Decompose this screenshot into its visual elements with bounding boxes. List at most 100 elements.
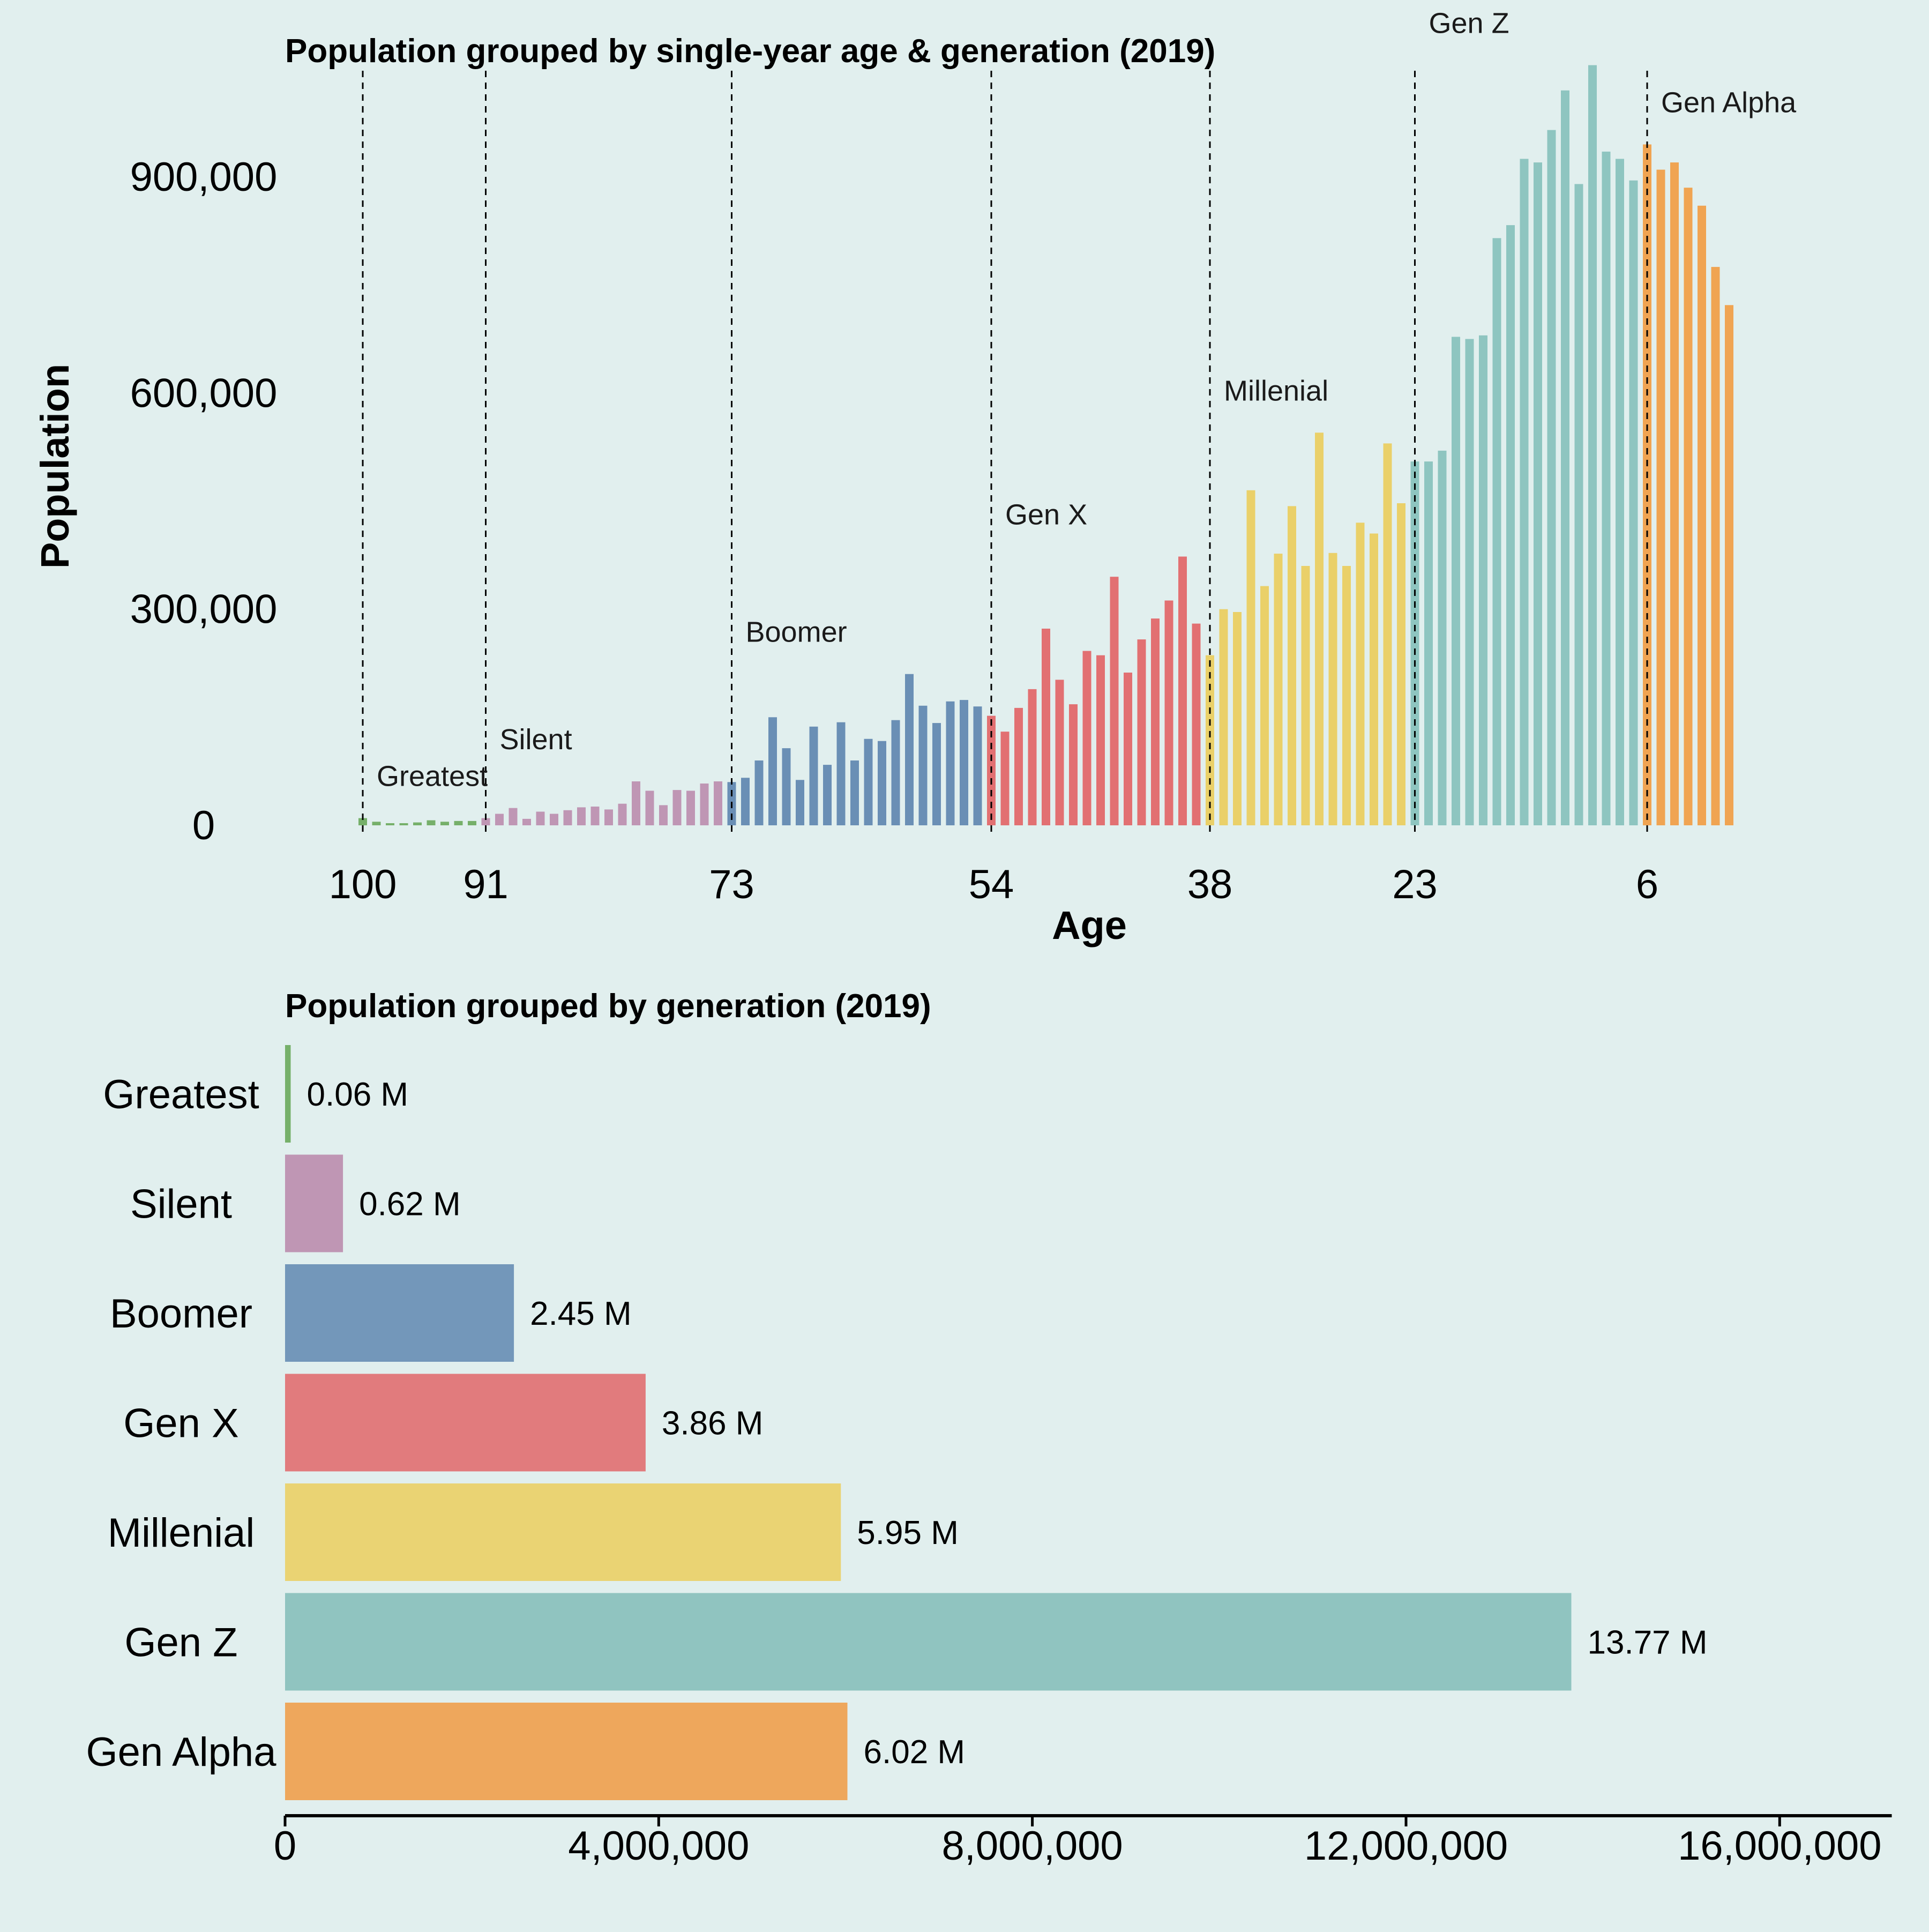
age-bar-32 xyxy=(1288,506,1296,825)
age-bar-15 xyxy=(1520,159,1529,825)
age-bar-55 xyxy=(973,706,982,825)
age-bar-71 xyxy=(754,760,764,825)
age-bar-20 xyxy=(1452,337,1460,825)
age-bar-100 xyxy=(358,818,367,825)
age-bar-94 xyxy=(440,822,449,825)
generation-x-tick-label: 4,000,000 xyxy=(568,1823,749,1869)
age-bar-30 xyxy=(1315,432,1324,825)
age-chart-y-ticks: 0 300,000 600,000 900,000 xyxy=(130,154,278,848)
age-bar-22 xyxy=(1424,461,1433,825)
generation-category-label: Boomer xyxy=(110,1291,252,1337)
age-bar-29 xyxy=(1328,553,1337,825)
age-bar-43 xyxy=(1137,639,1146,825)
age-chart-bars xyxy=(358,65,1733,826)
age-bar-87 xyxy=(536,811,545,825)
age-bar-27 xyxy=(1356,523,1365,825)
age-bar-75 xyxy=(700,784,709,825)
generation-chart-x-ticks: 0 4,000,000 8,000,000 12,000,000 16,000,000 xyxy=(274,1816,1881,1869)
age-bar-37 xyxy=(1219,609,1228,825)
generation-x-tick-label: 16,000,000 xyxy=(1678,1823,1881,1869)
age-bar-63 xyxy=(864,739,873,825)
age-bar-11 xyxy=(1574,184,1583,825)
generation-chart-title: Population grouped by generation (2019) xyxy=(285,988,931,1025)
age-bar-66 xyxy=(823,765,832,825)
age-bar-49 xyxy=(1055,680,1064,825)
age-bar-93 xyxy=(454,820,463,825)
age-bar-2 xyxy=(1698,205,1706,825)
age-bar-51 xyxy=(1028,689,1037,825)
age-y-tick-label: 600,000 xyxy=(130,370,278,416)
age-bar-56 xyxy=(960,700,968,825)
age-bar-80 xyxy=(632,781,640,825)
age-bar-82 xyxy=(604,809,613,825)
age-bar-86 xyxy=(550,814,558,825)
generation-category-label: Gen Z xyxy=(124,1620,237,1666)
age-bar-19 xyxy=(1465,339,1474,825)
generation-label-millenial: Millenial xyxy=(1224,375,1328,407)
generation-bar-gen-x xyxy=(285,1374,646,1472)
age-bar-57 xyxy=(946,701,955,825)
age-bar-10 xyxy=(1588,65,1597,826)
age-x-tick-label: 54 xyxy=(969,862,1014,907)
age-y-tick-label: 300,000 xyxy=(130,587,278,632)
age-chart-title: Population grouped by single-year age & … xyxy=(285,33,1215,70)
age-chart-x-ticks: 100 91 73 54 38 23 6 xyxy=(329,862,1659,907)
age-bar-60 xyxy=(905,674,914,825)
age-bar-46 xyxy=(1096,655,1105,825)
generation-bar-gen-alpha xyxy=(285,1703,848,1800)
age-y-tick-label: 0 xyxy=(192,803,215,848)
generation-chart-value-labels: 0.06 M 0.62 M 2.45 M 3.86 M 5.95 M 13.77 M 6.0… xyxy=(307,1076,1708,1771)
age-bar-64 xyxy=(850,760,859,825)
generation-value-label: 0.06 M xyxy=(307,1076,409,1113)
age-bar-17 xyxy=(1492,238,1501,825)
age-bar-99 xyxy=(372,822,381,825)
generation-value-label: 2.45 M xyxy=(530,1295,632,1332)
age-bar-72 xyxy=(741,778,750,825)
age-bar-31 xyxy=(1301,566,1310,825)
generation-x-tick-label: 0 xyxy=(274,1823,296,1869)
age-chart-x-axis-label: Age xyxy=(1052,903,1127,948)
generation-label-boomer: Boomer xyxy=(746,616,847,648)
age-bar-79 xyxy=(645,790,654,825)
age-bar-89 xyxy=(509,808,518,825)
age-bar-1 xyxy=(1711,267,1720,826)
age-x-tick-label: 91 xyxy=(463,862,509,907)
generation-bar-gen-z xyxy=(285,1593,1572,1691)
generation-label-gen-alpha: Gen Alpha xyxy=(1661,87,1797,119)
age-bar-33 xyxy=(1274,554,1283,825)
generation-category-label: Millenial xyxy=(108,1510,255,1556)
age-y-tick-label: 900,000 xyxy=(130,154,278,200)
age-bar-0 xyxy=(1725,305,1733,825)
age-bar-21 xyxy=(1438,450,1447,825)
generation-bar-greatest xyxy=(285,1045,291,1143)
age-bar-25 xyxy=(1383,443,1392,825)
generation-bar-millenial xyxy=(285,1483,841,1581)
age-bar-83 xyxy=(590,807,600,825)
age-bar-4 xyxy=(1670,162,1679,826)
age-bar-36 xyxy=(1233,612,1242,825)
age-bar-52 xyxy=(1014,707,1023,825)
generation-category-label: Gen Alpha xyxy=(86,1729,277,1775)
age-bar-59 xyxy=(918,705,928,825)
age-bar-78 xyxy=(659,805,668,825)
age-bar-39 xyxy=(1192,623,1201,825)
age-bar-88 xyxy=(522,818,531,825)
age-bar-41 xyxy=(1164,600,1173,825)
age-bar-81 xyxy=(618,803,627,825)
age-bar-90 xyxy=(495,814,504,825)
generation-bar-boomer xyxy=(285,1264,514,1362)
age-bar-34 xyxy=(1260,586,1269,825)
generation-category-label: Silent xyxy=(130,1182,232,1227)
age-bar-91 xyxy=(481,818,490,825)
age-bar-53 xyxy=(1000,732,1010,825)
age-bar-26 xyxy=(1370,533,1378,825)
age-bar-96 xyxy=(413,822,422,825)
age-chart-generation-boundaries xyxy=(362,71,1648,834)
age-bar-70 xyxy=(768,717,777,825)
generation-x-tick-label: 8,000,000 xyxy=(942,1823,1123,1869)
generation-category-label: Gen X xyxy=(123,1401,238,1446)
age-bar-9 xyxy=(1602,151,1611,825)
age-bar-95 xyxy=(427,820,436,825)
